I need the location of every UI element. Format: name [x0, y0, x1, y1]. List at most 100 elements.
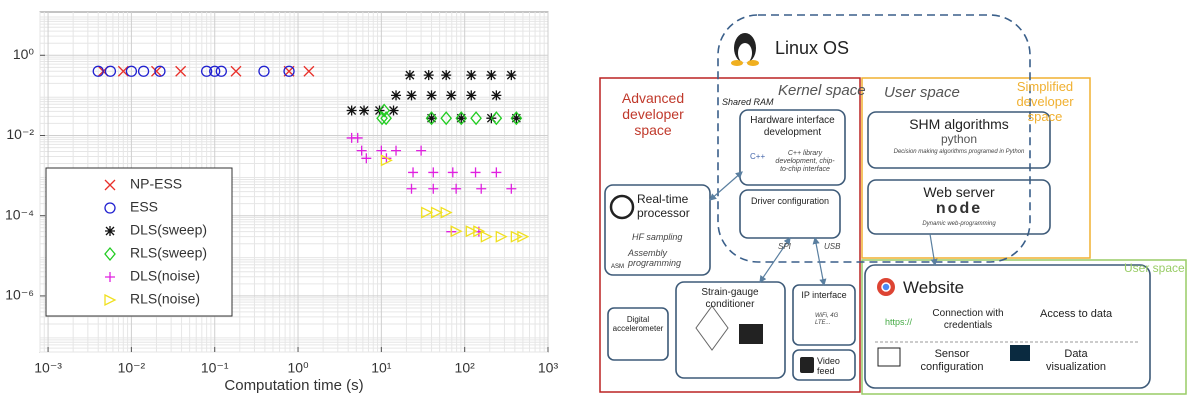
shared-ram: Shared RAM [722, 97, 774, 107]
point [380, 154, 393, 167]
y-tick-label: 10⁻² [6, 126, 34, 142]
point [391, 90, 402, 101]
legend-marker [105, 272, 115, 282]
point [209, 65, 221, 77]
point [466, 90, 477, 101]
point [470, 111, 482, 126]
legend-label: NP-ESS [130, 176, 182, 192]
point [356, 145, 367, 156]
x-tick-label: 10⁻¹ [201, 360, 229, 376]
point [154, 65, 166, 77]
point [486, 70, 497, 81]
point [104, 65, 117, 77]
legend-label: DLS(noise) [130, 268, 200, 284]
x-tick-label: 10⁻² [118, 360, 146, 376]
legend-marker [104, 293, 117, 307]
shm-note: Decision making algorithms programed in … [893, 149, 1025, 155]
point [495, 230, 508, 243]
python-logo: python [940, 132, 978, 146]
kernel-label: Kernel space [778, 82, 866, 99]
advanced-box [599, 77, 861, 393]
shm-title: SHM algorithms [909, 116, 1009, 132]
legend-marker [104, 202, 116, 214]
asm-icon: ASM [611, 264, 625, 270]
y-tick-label: 10⁻⁴ [5, 206, 34, 222]
point [283, 65, 295, 77]
legend-label: ESS [130, 199, 158, 215]
conditioner: Strain-gauge conditioner [701, 287, 759, 310]
sliders-icon [877, 347, 901, 367]
linux-label: Linux OS [775, 38, 850, 58]
point [426, 113, 437, 124]
point [428, 167, 439, 178]
x-tick-label: 10¹ [371, 360, 392, 376]
legend-marker [104, 179, 116, 191]
point [476, 183, 487, 194]
point [125, 65, 138, 77]
legend-box [45, 167, 233, 317]
user-label: User space [884, 84, 960, 101]
hardware-note: C++ library development, chip-to-chip in… [775, 150, 835, 174]
point [506, 183, 517, 194]
x-tick-label: 10⁻³ [34, 360, 62, 376]
boxes [604, 109, 1151, 389]
simplified-box [861, 77, 1091, 259]
point [447, 167, 458, 178]
hf-sampling: HF sampling [632, 232, 683, 242]
x-tick-label: 10⁰ [287, 360, 309, 376]
point [428, 183, 439, 194]
point [421, 206, 434, 219]
spi: SPI [778, 242, 791, 251]
web-title: Web server [923, 184, 995, 200]
point [473, 225, 486, 238]
point [455, 111, 468, 126]
point [510, 111, 523, 126]
point [406, 183, 417, 194]
advanced-label: Advanced developer space [621, 90, 685, 139]
driver-title: Driver configuration [750, 196, 830, 206]
point [137, 65, 150, 77]
point [451, 183, 462, 194]
point [92, 65, 104, 77]
https: https:// [885, 317, 913, 327]
point [380, 111, 392, 126]
ip-title: IP interface [801, 290, 847, 300]
point [151, 65, 162, 77]
point [510, 230, 523, 243]
chart: Computation time (s) 10⁻³ 10⁻² 10⁻¹ 10⁰ 10¹ 1… [5, 11, 558, 394]
point [440, 111, 453, 126]
legend-label: RLS(noise) [130, 291, 200, 307]
arrows [709, 171, 938, 287]
tux-icon [731, 33, 759, 66]
assembly: Assembly programming [628, 248, 682, 269]
point [378, 103, 390, 118]
point [359, 105, 370, 116]
point [423, 70, 434, 81]
point [391, 145, 402, 156]
viz: Data visualization [1046, 348, 1106, 373]
chip-icon [739, 324, 763, 344]
point [480, 230, 493, 243]
point [430, 206, 444, 219]
user-web-box [861, 259, 1187, 395]
cpp-icon: C++ [750, 152, 766, 161]
user-web-label: User space [1124, 261, 1185, 275]
point [511, 113, 522, 124]
point [491, 90, 502, 101]
point [466, 70, 477, 81]
point [456, 113, 467, 124]
clock-icon [609, 194, 635, 220]
point [361, 153, 372, 164]
node-logo: node [935, 200, 983, 217]
point [352, 132, 363, 143]
linux-box [717, 14, 1031, 263]
point [450, 225, 463, 238]
point [470, 167, 481, 178]
point [303, 65, 315, 77]
bridge-icon [695, 305, 729, 351]
processor-title: Real-time processor [637, 192, 690, 220]
point [506, 70, 517, 81]
point [258, 65, 270, 77]
point [408, 167, 419, 178]
